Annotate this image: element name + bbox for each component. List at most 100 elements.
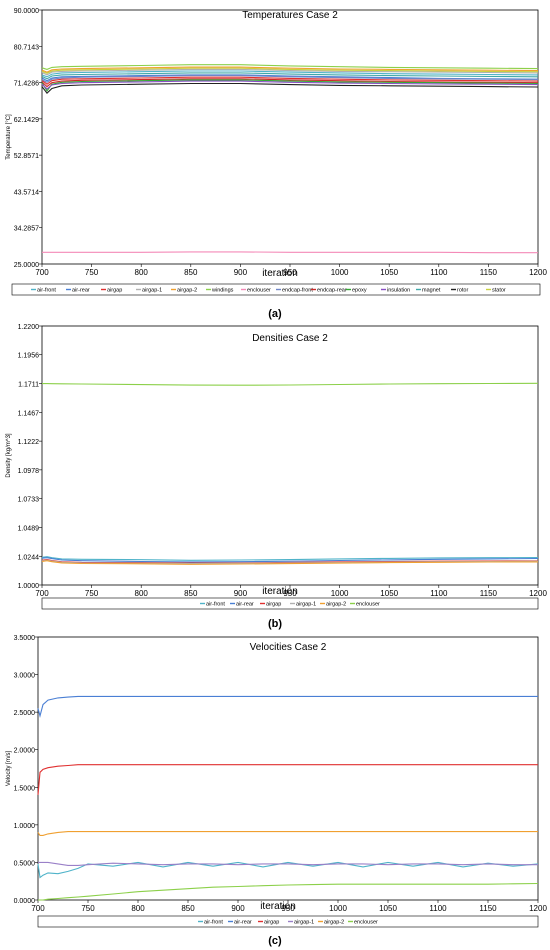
x-tick-label: 1000 [331,268,349,277]
series-line-airgap-1 [41,68,539,76]
x-tick-label: 750 [85,268,99,277]
x-tick-label: 800 [135,268,149,277]
series-line-airgap-2 [37,831,538,836]
legend-entry: magnet [422,288,441,294]
legend-entry: air-rear [236,602,254,608]
series-line-airgap [37,764,538,795]
series-line-airgap-1 [38,861,538,866]
y-tick-label: 25.0000 [14,262,39,269]
y-tick-label: 1.0733 [18,497,40,504]
series-line-enclouser [42,382,539,386]
legend-entry: endcap-rear [317,288,347,294]
legend-entry: air-rear [72,288,90,294]
x-tick-label: 1000 [331,589,349,598]
series-line-air-rear [41,557,539,563]
series-line-windings [41,64,539,70]
x-tick-label: 750 [85,589,99,598]
x-tick-label: 800 [131,904,145,913]
series-line-airgap-1 [41,559,539,565]
x-axis-label: iteration [262,586,298,597]
series-line-rotor [41,82,539,95]
x-axis-label: iteration [262,268,298,279]
legend-entry: air-front [37,288,56,294]
series-line-magnet [41,72,539,80]
series-line-air-rear [37,695,538,719]
y-tick-label: 1.0978 [18,468,40,475]
x-tick-label: 1050 [380,589,398,598]
x-tick-label: 1100 [429,904,447,913]
legend-entry: air-front [204,920,223,926]
legend-entry: epoxy [352,288,367,294]
chart-title: Densities Case 2 [252,333,328,344]
legend: air-front air-rear airgap airgap-1 airgap-2 e… [41,597,539,610]
y-tick-label: 0.5000 [14,860,36,867]
y-tick-label: 1.1467 [18,410,40,417]
plot-frame [41,325,539,586]
y-tick-label: 2.5000 [14,710,36,717]
legend-entry: airgap [266,602,281,608]
y-tick-label: 1.0000 [18,583,40,590]
x-tick-label: 950 [283,268,297,277]
series-line-air-front [41,70,539,78]
x-tick-label: 700 [35,589,49,598]
x-tick-label: 1100 [430,589,448,598]
x-tick-label: 950 [281,904,295,913]
plot-frame [37,636,539,901]
y-tick-label: 52.8571 [14,153,39,160]
figure-label-c: (c) [268,935,282,947]
y-tick-label: 90.0000 [14,8,39,15]
legend-entry: insulation [387,288,410,294]
legend-entry: airgap-2 [177,288,197,294]
x-tick-label: 900 [234,268,248,277]
x-tick-label: 850 [181,904,195,913]
temperatures-chart: Temperatures Case 2 700 750 800 850 900 950 100… [6,8,547,296]
y-tick-label: 1.0000 [14,823,36,830]
velocities-chart: Velocities Case 2 700 750 800 850 900 950 1000 1… [6,635,547,928]
x-tick-label: 1150 [479,904,497,913]
y-tick-label: 1.1711 [18,382,39,389]
x-tick-label: 1200 [529,904,547,913]
y-axis-label: Density [kg/m^3] [6,433,12,477]
series-line-endcap-front [41,75,539,83]
x-tick-label: 1050 [379,904,397,913]
x-tick-label: 700 [31,904,45,913]
x-tick-label: 900 [231,904,245,913]
legend-entry: windings [211,288,234,294]
x-tick-label: 1150 [480,268,498,277]
y-tick-label: 71.4286 [14,81,39,88]
densities-chart: Densities Case 2 700 750 800 850 900 950 1000 10… [6,324,547,610]
legend-entry: enclouser [247,288,271,294]
series-line-airgap-2 [41,560,539,565]
y-tick-label: 1.1956 [18,353,40,360]
y-tick-label: 1.0244 [18,554,40,561]
legend-entry: stator [492,288,506,294]
y-tick-label: 34.2857 [14,226,39,233]
y-axis-label: Temperature [°C] [6,114,12,160]
legend-entry: airgap-2 [324,920,344,926]
x-tick-label: 1200 [529,589,547,598]
x-tick-label: 700 [35,268,49,277]
legend: air-front air-rear airgap airgap-1 airgap-2 w… [11,283,541,296]
series-line-airgap [41,76,539,85]
x-tick-label: 1200 [529,268,547,277]
legend-entry: airgap-1 [294,920,314,926]
series-line-insulation [41,80,539,90]
y-tick-label: 1.0489 [18,525,40,532]
x-tick-label: 1000 [329,904,347,913]
x-axis-label: iteration [260,901,296,912]
x-tick-label: 850 [184,589,198,598]
y-tick-label: 80.7143 [14,44,39,51]
y-tick-label: 3.5000 [14,635,36,642]
x-tick-label: 950 [283,589,297,598]
series-line-stator [41,67,539,74]
y-tick-label: 3.0000 [14,673,36,680]
legend-entry: airgap-1 [142,288,162,294]
x-tick-label: 750 [81,904,95,913]
legend-entry: endcap-front [282,288,313,294]
x-tick-label: 1150 [480,589,498,598]
x-tick-label: 850 [184,268,198,277]
legend-entry: air-front [206,602,225,608]
y-axis-label: Velocity [m/s] [6,750,12,786]
legend-entry: rotor [457,288,468,294]
